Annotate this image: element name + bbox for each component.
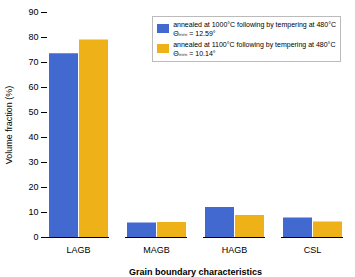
svg-text:20: 20 — [28, 182, 38, 192]
svg-text:30: 30 — [28, 157, 38, 167]
svg-text:CSL: CSL — [304, 245, 322, 255]
svg-text:40: 40 — [28, 132, 38, 142]
svg-text:50: 50 — [28, 107, 38, 117]
svg-text:Grain boundary characteristics: Grain boundary characteristics — [129, 267, 262, 277]
svg-text:0: 0 — [33, 232, 38, 242]
svg-text:Volume fraction (%): Volume fraction (%) — [4, 86, 14, 165]
html-text:annealed at 1100°C following b: annealed at 1100°C following by temperin… — [173, 41, 336, 57]
svg-text:HAGB: HAGB — [222, 245, 248, 255]
svg-text:80: 80 — [28, 32, 38, 42]
html-text:annealed at 1000°C following b: annealed at 1000°C following by temperin… — [173, 21, 336, 37]
svg-text:LAGB: LAGB — [66, 245, 90, 255]
svg-text:60: 60 — [28, 82, 38, 92]
svg-text:10: 10 — [28, 207, 38, 217]
svg-text:MAGB: MAGB — [143, 245, 170, 255]
svg-text:70: 70 — [28, 57, 38, 67]
svg-text:90: 90 — [28, 7, 38, 17]
